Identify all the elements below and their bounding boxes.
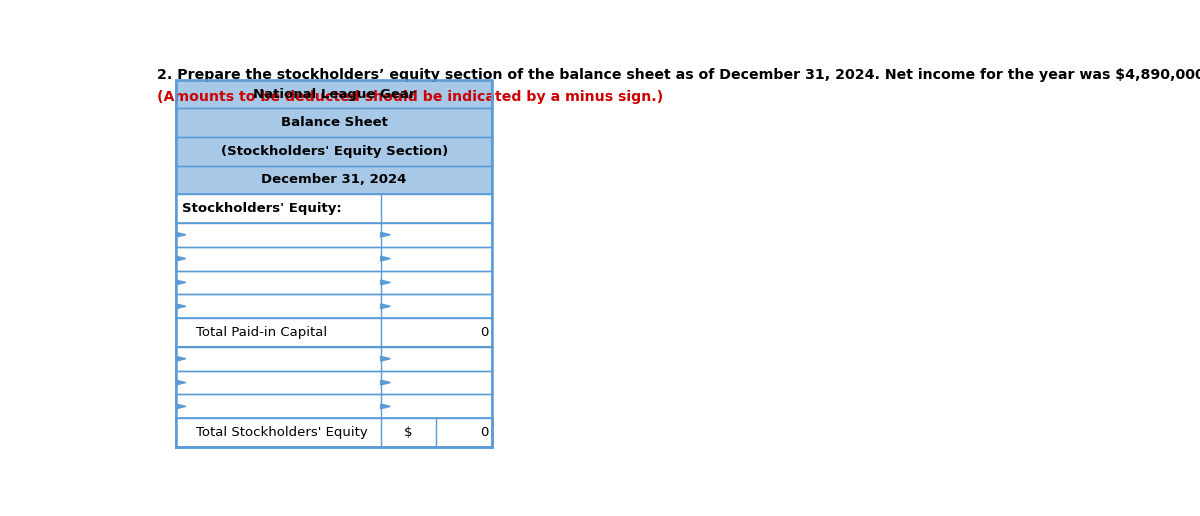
Bar bbox=[176, 108, 492, 137]
Text: $: $ bbox=[404, 426, 413, 439]
Polygon shape bbox=[176, 256, 186, 261]
Polygon shape bbox=[380, 232, 390, 237]
Bar bbox=[176, 394, 492, 418]
Polygon shape bbox=[380, 380, 390, 385]
Bar bbox=[176, 166, 492, 194]
Text: (Amounts to be deducted should be indicated by a minus sign.): (Amounts to be deducted should be indica… bbox=[157, 90, 664, 104]
Polygon shape bbox=[176, 280, 186, 285]
Text: December 31, 2024: December 31, 2024 bbox=[262, 173, 407, 186]
Text: 0: 0 bbox=[480, 426, 488, 439]
Text: Total Stockholders' Equity: Total Stockholders' Equity bbox=[197, 426, 368, 439]
Text: 0: 0 bbox=[480, 326, 488, 339]
Polygon shape bbox=[176, 357, 186, 361]
Bar bbox=[176, 137, 492, 166]
Polygon shape bbox=[176, 232, 186, 237]
Bar bbox=[176, 418, 492, 447]
Bar bbox=[176, 294, 492, 318]
Text: (Stockholders' Equity Section): (Stockholders' Equity Section) bbox=[221, 145, 448, 158]
Bar bbox=[176, 223, 492, 247]
Text: Balance Sheet: Balance Sheet bbox=[281, 116, 388, 129]
Polygon shape bbox=[176, 304, 186, 309]
Text: Stockholders' Equity:: Stockholders' Equity: bbox=[181, 202, 341, 215]
Polygon shape bbox=[380, 256, 390, 261]
Polygon shape bbox=[176, 380, 186, 385]
Polygon shape bbox=[380, 304, 390, 309]
Text: 2. Prepare the stockholders’ equity section of the balance sheet as of December : 2. Prepare the stockholders’ equity sect… bbox=[157, 68, 1200, 82]
Bar bbox=[176, 194, 492, 223]
Bar bbox=[176, 270, 492, 294]
Polygon shape bbox=[380, 280, 390, 285]
Polygon shape bbox=[380, 357, 390, 361]
Bar bbox=[176, 247, 492, 270]
Polygon shape bbox=[380, 404, 390, 409]
Text: Total Paid-in Capital: Total Paid-in Capital bbox=[197, 326, 328, 339]
Bar bbox=[176, 370, 492, 394]
Bar bbox=[176, 80, 492, 108]
Text: National League Gear: National League Gear bbox=[253, 88, 415, 101]
Polygon shape bbox=[176, 404, 186, 409]
Bar bbox=[176, 347, 492, 370]
Bar bbox=[176, 318, 492, 347]
